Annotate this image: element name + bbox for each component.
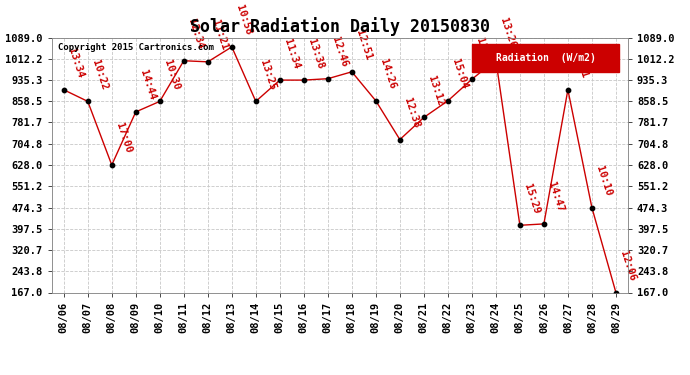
- Point: [346, 69, 357, 75]
- Point: [394, 136, 405, 142]
- Point: [442, 98, 453, 104]
- Text: 12:34: 12:34: [186, 18, 205, 51]
- Text: 17:00: 17:00: [114, 122, 133, 155]
- Text: 13:25: 13:25: [258, 58, 277, 91]
- Text: 14:44: 14:44: [138, 69, 157, 102]
- Point: [155, 98, 166, 104]
- Point: [202, 59, 213, 65]
- Text: 12:46: 12:46: [330, 36, 349, 69]
- Text: 10:22: 10:22: [90, 58, 109, 91]
- Point: [58, 87, 69, 93]
- Point: [538, 221, 549, 227]
- Text: 10:10: 10:10: [594, 165, 613, 197]
- Text: 10:30: 10:30: [161, 58, 181, 91]
- Point: [322, 76, 333, 82]
- Text: 12:06: 12:06: [618, 249, 637, 282]
- Text: 12:51: 12:51: [354, 29, 373, 62]
- Point: [130, 109, 141, 115]
- Text: 11:34: 11:34: [282, 37, 301, 70]
- FancyBboxPatch shape: [473, 44, 619, 72]
- Text: 11:41: 11:41: [570, 47, 589, 80]
- Text: 11:21: 11:21: [210, 19, 229, 52]
- Point: [250, 98, 262, 104]
- Point: [106, 162, 117, 168]
- Text: 14:47: 14:47: [546, 181, 565, 214]
- Text: 14:26: 14:26: [377, 58, 397, 91]
- Text: 13:38: 13:38: [306, 37, 325, 70]
- Text: 13:12: 13:12: [426, 74, 445, 107]
- Text: 12:38: 12:38: [402, 96, 421, 129]
- Point: [82, 98, 93, 104]
- Text: 13:12: 13:12: [474, 36, 493, 69]
- Text: Copyright 2015 Cartronics.com: Copyright 2015 Cartronics.com: [57, 43, 213, 52]
- Text: 15:29: 15:29: [522, 182, 541, 215]
- Point: [178, 58, 189, 64]
- Text: 13:34: 13:34: [66, 47, 85, 80]
- Point: [298, 77, 309, 83]
- Point: [611, 290, 622, 296]
- Point: [586, 205, 598, 211]
- Point: [226, 44, 237, 50]
- Point: [514, 222, 525, 228]
- Point: [418, 114, 429, 120]
- Point: [491, 57, 502, 63]
- Point: [466, 76, 477, 82]
- Title: Solar Radiation Daily 20150830: Solar Radiation Daily 20150830: [190, 17, 490, 36]
- Text: 10:58: 10:58: [234, 4, 253, 37]
- Point: [371, 98, 382, 104]
- Point: [562, 87, 573, 93]
- Text: Radiation  (W/m2): Radiation (W/m2): [496, 53, 596, 63]
- Text: 15:04: 15:04: [450, 58, 469, 91]
- Text: 13:26: 13:26: [497, 17, 517, 50]
- Point: [275, 77, 286, 83]
